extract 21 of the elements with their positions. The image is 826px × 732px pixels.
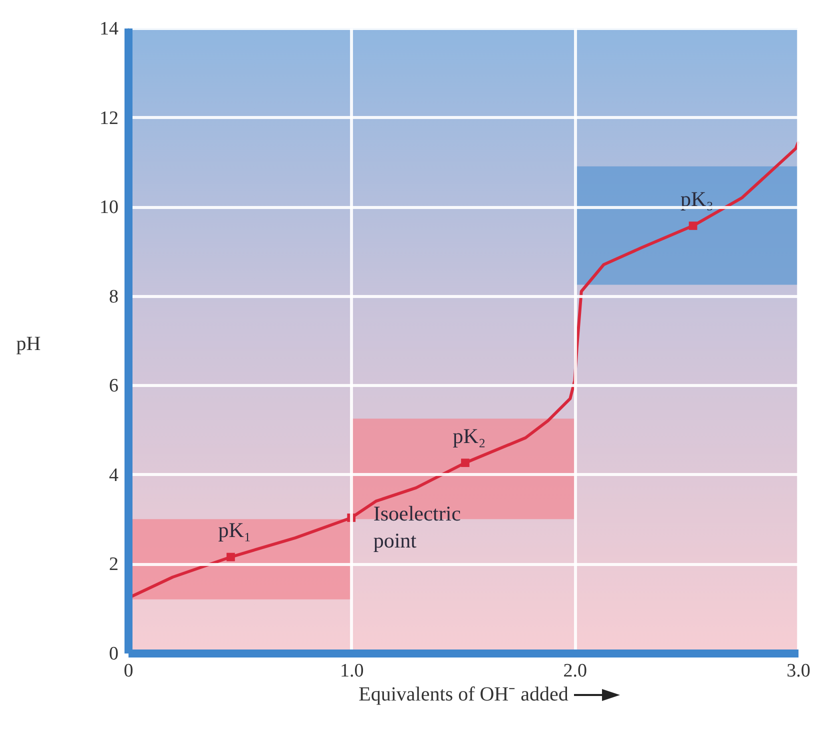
y-tick-label: 6: [109, 376, 118, 397]
y-tick-label: 8: [109, 286, 118, 308]
y-tick-label: 0: [109, 644, 118, 664]
x-tick-label: 1.0: [340, 660, 364, 682]
y-tick-label: 2: [109, 554, 118, 576]
y-tick-label: 14: [100, 18, 119, 40]
x-axis-title: Equivalents of OH⁻ added: [358, 684, 568, 706]
annotation: Isoelectric point: [373, 502, 461, 553]
y-tick-label: 4: [109, 464, 119, 486]
point: [688, 222, 698, 230]
y-axis-title: pH: [16, 333, 41, 356]
y-tick-label: 10: [100, 197, 118, 218]
x-tick-label: 3.0: [786, 660, 810, 682]
x-tick-label: 2.0: [563, 660, 588, 682]
annotation: pK₁: [218, 518, 252, 542]
annotation: pK₂: [452, 424, 486, 448]
point: [226, 552, 235, 562]
y-tick-label: 12: [100, 108, 118, 129]
x-tick-label: 0: [124, 660, 134, 682]
annotation: pK₃: [680, 186, 714, 211]
point: [461, 458, 470, 468]
